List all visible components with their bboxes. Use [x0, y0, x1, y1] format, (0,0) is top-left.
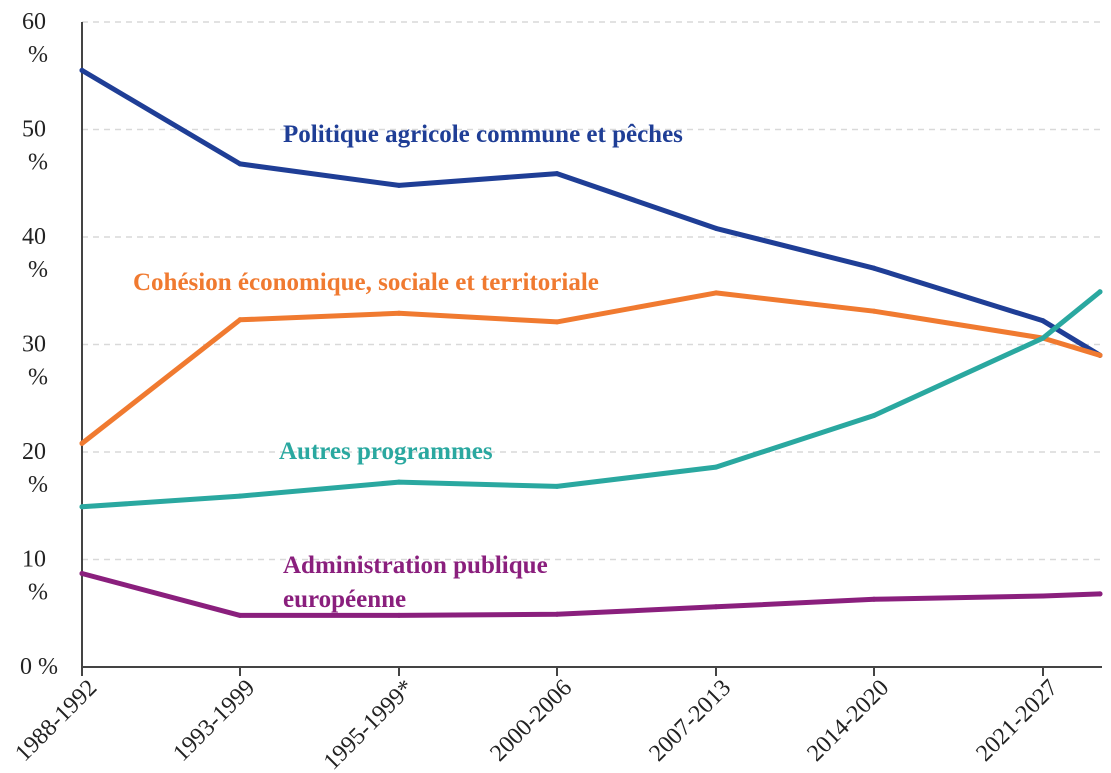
- data-point: [79, 440, 85, 446]
- y-tick-label: 60%: [22, 9, 48, 68]
- data-point: [79, 67, 85, 73]
- grid-lines: [82, 21, 1102, 561]
- data-point: [871, 413, 877, 418]
- data-point: [713, 464, 719, 470]
- y-tick-label: 0 %: [20, 654, 58, 680]
- series-label-autres: Autres programmes: [279, 438, 493, 465]
- data-point: [79, 504, 85, 510]
- data-point: [713, 604, 719, 610]
- data-point: [871, 308, 877, 314]
- data-point: [1040, 318, 1046, 324]
- data-point: [1040, 593, 1046, 599]
- x-tick-label: 2007-2013: [644, 675, 736, 767]
- y-axis-tick-labels: 0 % 10 % 20 % 30 % 40 % 50 % 60%: [20, 9, 58, 680]
- data-point: [1097, 352, 1103, 358]
- series-label-cap: Politique agricole commune et pêches: [283, 121, 683, 148]
- y-tick-label: 30%: [22, 332, 48, 391]
- data-point: [1040, 335, 1046, 341]
- x-tick-label: 1988-1992: [10, 675, 102, 767]
- data-point: [554, 319, 560, 325]
- y-tick-label: 20%: [22, 439, 48, 498]
- series-label-admin-line2: européenne: [283, 586, 406, 613]
- y-tick-label: 10%: [22, 547, 48, 606]
- series-line-2: [79, 289, 1103, 510]
- data-point: [237, 612, 243, 618]
- data-point: [871, 596, 877, 602]
- x-tick-label: 1993-1999: [168, 675, 260, 767]
- data-point: [1097, 591, 1103, 597]
- x-tick-label: 2000-2006: [485, 675, 577, 767]
- series-line-1: [79, 290, 1103, 446]
- series-label-admin-line1: Administration publique: [283, 552, 548, 579]
- data-point: [79, 571, 85, 576]
- x-tick-label: 1995-1999*: [319, 675, 419, 773]
- data-point: [396, 612, 402, 618]
- data-point: [554, 171, 560, 177]
- axes: [81, 22, 1102, 676]
- series-labels: Politique agricole commune et pêches Coh…: [133, 121, 683, 613]
- data-point: [396, 182, 402, 188]
- series-lines: [79, 67, 1103, 618]
- x-tick-label: 2021-2027: [971, 675, 1063, 767]
- x-axis-tick-labels: 1988-1992 1993-1999 1995-1999* 2000-2006 200…: [10, 675, 1063, 773]
- data-point: [871, 265, 877, 271]
- data-point: [1097, 289, 1103, 295]
- data-point: [713, 290, 719, 296]
- data-point: [396, 479, 402, 485]
- data-point: [396, 310, 402, 316]
- series-label-cohesion: Cohésion économique, sociale et territor…: [133, 269, 599, 296]
- data-point: [237, 161, 243, 167]
- x-tick-label: 2014-2020: [802, 675, 894, 767]
- data-point: [554, 611, 560, 617]
- series-line-0: [79, 67, 1103, 358]
- data-point: [554, 483, 560, 489]
- data-point: [237, 493, 243, 499]
- series-line-3: [79, 571, 1103, 618]
- y-tick-label: 50%: [22, 117, 48, 176]
- y-tick-label: 40%: [22, 224, 48, 283]
- data-point: [237, 317, 243, 323]
- data-point: [713, 225, 719, 231]
